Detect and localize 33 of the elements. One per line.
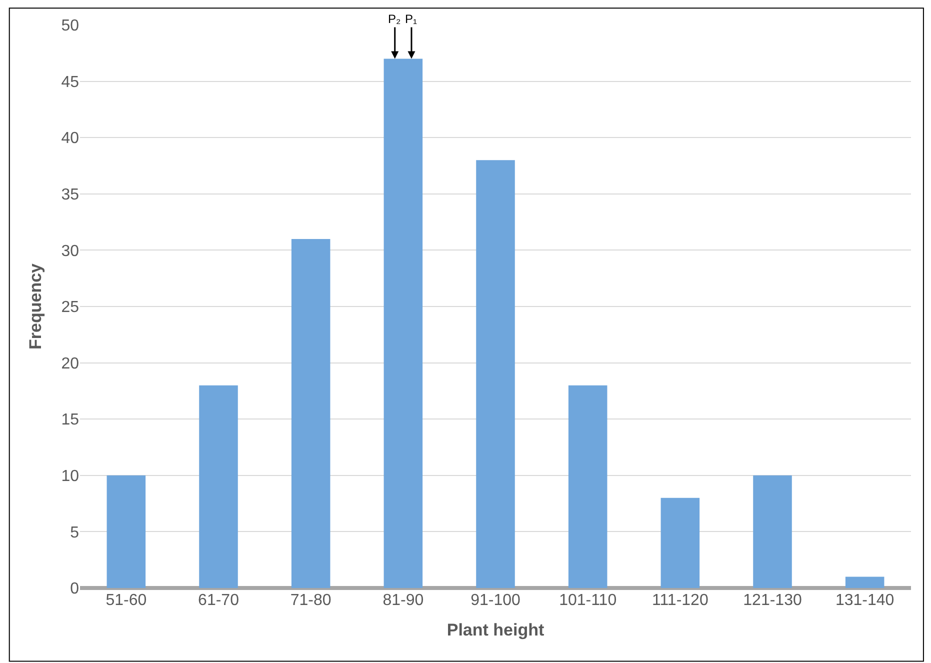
x-axis-title: Plant height [446, 620, 544, 640]
bar [106, 475, 146, 588]
bar [199, 385, 238, 588]
x-tick-label: 121-130 [743, 592, 802, 609]
y-tick-label: 5 [70, 524, 80, 542]
y-tick-label: 45 [61, 74, 80, 91]
x-tick-label: 101-110 [559, 592, 617, 609]
x-tick-label: 111-120 [652, 592, 708, 609]
y-tick-label: 25 [61, 299, 80, 316]
y-tick-label: 10 [61, 468, 80, 485]
x-tick-label: 61-70 [198, 592, 240, 609]
annotation: P₁ [405, 12, 418, 26]
x-tick-label: 131-140 [835, 592, 894, 609]
bar [753, 475, 792, 588]
y-tick-label: 15 [61, 412, 80, 429]
x-tick-label: 51-60 [106, 592, 147, 609]
y-tick-label: 20 [61, 355, 80, 372]
x-tick-label: 81-90 [382, 592, 424, 609]
bar [568, 385, 608, 588]
bar [291, 238, 330, 588]
y-axis-title: Frequency [26, 262, 45, 350]
annotation: P₂ [388, 12, 402, 26]
y-tick-label: 40 [61, 130, 80, 148]
x-tick-label: 91-100 [470, 592, 521, 609]
x-tick-label: 71-80 [290, 592, 332, 609]
y-tick-label: 50 [61, 18, 80, 35]
y-tick-label: 0 [70, 580, 80, 598]
bar [476, 160, 515, 588]
y-tick-label: 35 [61, 186, 80, 204]
bar [845, 576, 884, 588]
bar [384, 58, 423, 588]
bar [660, 498, 700, 588]
y-tick-label: 30 [61, 242, 80, 260]
